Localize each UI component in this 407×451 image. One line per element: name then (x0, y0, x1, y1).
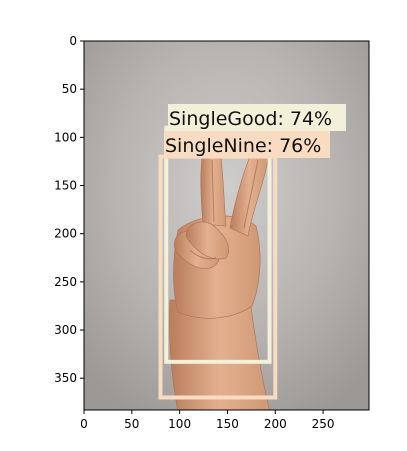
folded-fingers-shape (185, 221, 229, 260)
detection-label-text: SingleGood: 74% (169, 108, 332, 130)
x-tick-label: 150 (216, 417, 239, 431)
x-tick-label: 50 (124, 417, 139, 431)
detection-label-background (168, 104, 346, 131)
y-tick-label: 200 (54, 227, 77, 241)
y-tick-label: 250 (54, 275, 77, 289)
y-tick-label: 50 (62, 82, 77, 96)
x-tick-label: 250 (312, 417, 335, 431)
x-tick-label: 0 (80, 417, 88, 431)
x-axis: 0 50 100 150 200 250 (80, 410, 335, 431)
y-axis: 0 50 100 150 200 250 300 350 (54, 34, 84, 385)
x-tick-label: 100 (168, 417, 191, 431)
hand-shape (169, 145, 270, 410)
axes-frame (83, 40, 370, 411)
y-tick-label: 100 (54, 130, 77, 144)
y-tick-label: 150 (54, 179, 77, 193)
y-tick-label: 0 (69, 34, 77, 48)
y-tick-label: 300 (54, 323, 77, 337)
detection-label-background (164, 131, 330, 158)
hand-photo (84, 41, 369, 410)
finger-shading (189, 159, 259, 260)
detections-layer: SingleGood: 74% SingleNine: 76% (158, 104, 346, 400)
detection-label-text: SingleNine: 76% (165, 135, 321, 157)
detection-label-1: SingleGood: 74% (168, 104, 346, 131)
x-tick-label: 200 (264, 417, 287, 431)
forearm-shape (169, 299, 270, 410)
y-tick-label: 350 (54, 371, 77, 385)
detection-label-2: SingleNine: 76% (164, 131, 330, 158)
